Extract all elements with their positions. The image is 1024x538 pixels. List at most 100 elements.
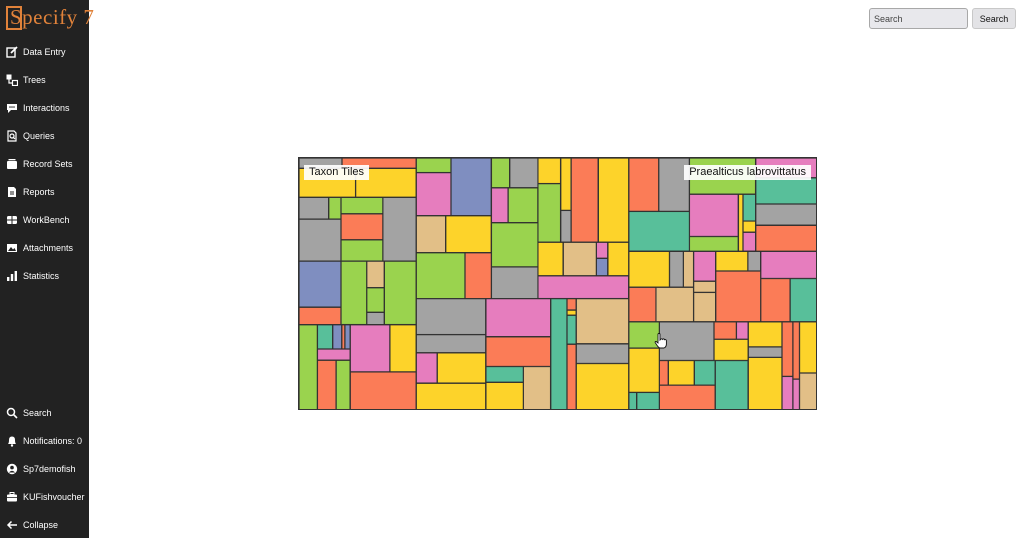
taxon-tile[interactable] (598, 158, 629, 243)
taxon-tile[interactable] (782, 376, 793, 410)
search-input[interactable] (869, 8, 968, 29)
taxon-tile[interactable] (416, 352, 438, 383)
taxon-tile[interactable] (384, 261, 417, 325)
taxon-tile[interactable] (416, 298, 486, 335)
sidebar-item-notifications[interactable]: Notifications: 0 (0, 429, 89, 453)
taxon-tile[interactable] (538, 183, 561, 243)
taxon-tile[interactable] (416, 172, 451, 216)
taxon-tile[interactable] (328, 197, 341, 219)
taxon-tile[interactable] (628, 392, 637, 410)
taxon-tile[interactable] (486, 366, 524, 383)
taxon-tile[interactable] (608, 242, 629, 276)
taxon-tile[interactable] (689, 194, 739, 237)
taxon-tile[interactable] (538, 158, 561, 184)
sidebar-item-user[interactable]: Sp7demofish (0, 457, 89, 481)
taxon-tile[interactable] (576, 344, 629, 364)
taxon-tile[interactable] (341, 213, 383, 240)
taxon-tile[interactable] (299, 307, 341, 325)
taxon-tile[interactable] (659, 385, 716, 411)
taxon-tile[interactable] (636, 392, 660, 410)
sidebar-item-trees[interactable]: Trees (0, 68, 89, 92)
taxon-tile[interactable] (416, 252, 465, 299)
taxon-tile[interactable] (656, 287, 694, 322)
taxon-tile[interactable] (693, 251, 716, 282)
treemap-canvas[interactable] (299, 158, 817, 410)
taxon-tile[interactable] (341, 261, 367, 325)
sidebar-item-workbench[interactable]: WorkBench (0, 208, 89, 232)
sidebar-item-attachments[interactable]: Attachments (0, 236, 89, 260)
sidebar-item-interactions[interactable]: Interactions (0, 96, 89, 120)
taxon-tile[interactable] (332, 324, 342, 349)
taxon-tile[interactable] (560, 158, 571, 211)
taxon-tile[interactable] (299, 324, 318, 410)
taxon-tile[interactable] (743, 194, 756, 221)
taxon-tile[interactable] (715, 271, 761, 322)
taxon-tile[interactable] (748, 321, 782, 347)
taxon-tile[interactable] (755, 204, 817, 226)
taxon-tile[interactable] (628, 211, 690, 252)
taxon-tile[interactable] (465, 252, 492, 299)
taxon-tile[interactable] (341, 324, 345, 349)
taxon-tile[interactable] (342, 158, 417, 169)
taxon-tile[interactable] (486, 382, 524, 410)
taxon-tile[interactable] (755, 225, 817, 252)
taxon-tile[interactable] (350, 324, 390, 372)
taxon-tile[interactable] (715, 360, 748, 410)
taxon-tile[interactable] (560, 210, 571, 243)
taxon-tile[interactable] (689, 236, 739, 252)
taxon-tile[interactable] (509, 158, 538, 188)
taxon-tile[interactable] (628, 158, 659, 212)
taxon-tile[interactable] (366, 287, 385, 313)
taxon-tile[interactable] (567, 298, 577, 310)
taxon-tile[interactable] (743, 221, 756, 233)
taxon-tile[interactable] (366, 261, 385, 288)
taxon-tile[interactable] (350, 372, 417, 410)
taxon-tile[interactable] (694, 360, 716, 386)
taxon-tile[interactable] (748, 347, 782, 358)
taxon-tile[interactable] (747, 251, 761, 271)
taxon-tile[interactable] (782, 321, 793, 377)
taxon-tile[interactable] (416, 383, 486, 410)
sidebar-item-collection[interactable]: KUFishvoucher (0, 485, 89, 509)
taxon-tile[interactable] (491, 187, 508, 223)
taxon-tile[interactable] (451, 158, 492, 216)
taxon-tile[interactable] (793, 321, 800, 379)
taxon-tile[interactable] (628, 251, 670, 288)
taxon-tile[interactable] (799, 321, 817, 373)
sidebar-item-reports[interactable]: Reports (0, 180, 89, 204)
taxon-tile[interactable] (596, 242, 608, 259)
taxon-tile[interactable] (668, 360, 695, 386)
taxon-tile[interactable] (790, 278, 818, 322)
taxon-tile[interactable] (299, 261, 341, 307)
taxon-tile[interactable] (416, 334, 486, 353)
taxon-tile[interactable] (317, 360, 336, 410)
taxon-tile[interactable] (341, 239, 383, 261)
taxon-tile[interactable] (317, 349, 351, 361)
taxon-tile[interactable] (659, 360, 669, 386)
taxon-tile[interactable] (508, 187, 538, 223)
taxon-tile[interactable] (693, 281, 716, 293)
taxon-tile[interactable] (486, 336, 551, 367)
taxon-tile[interactable] (760, 278, 790, 322)
taxon-tile[interactable] (491, 158, 510, 188)
taxon-tile[interactable] (538, 275, 629, 299)
taxon-tile[interactable] (355, 168, 417, 198)
taxon-tile[interactable] (538, 242, 563, 276)
taxon-tile[interactable] (366, 312, 385, 325)
taxon-tile[interactable] (486, 298, 551, 337)
taxon-tile[interactable] (628, 348, 660, 393)
taxon-tile[interactable] (596, 258, 608, 276)
taxon-tile[interactable] (491, 267, 538, 299)
taxon-tile[interactable] (736, 321, 749, 340)
taxon-tile[interactable] (658, 158, 690, 212)
taxon-tile[interactable] (317, 324, 333, 349)
taxon-tile[interactable] (382, 197, 417, 261)
taxon-tile[interactable] (437, 352, 486, 383)
taxon-tile[interactable] (567, 310, 577, 316)
taxon-tile[interactable] (743, 232, 756, 252)
taxon-tile[interactable] (628, 321, 660, 348)
search-button[interactable]: Search (972, 8, 1016, 29)
taxon-tile[interactable] (299, 197, 329, 219)
taxon-tile[interactable] (576, 363, 629, 410)
taxon-tile[interactable] (738, 194, 743, 252)
